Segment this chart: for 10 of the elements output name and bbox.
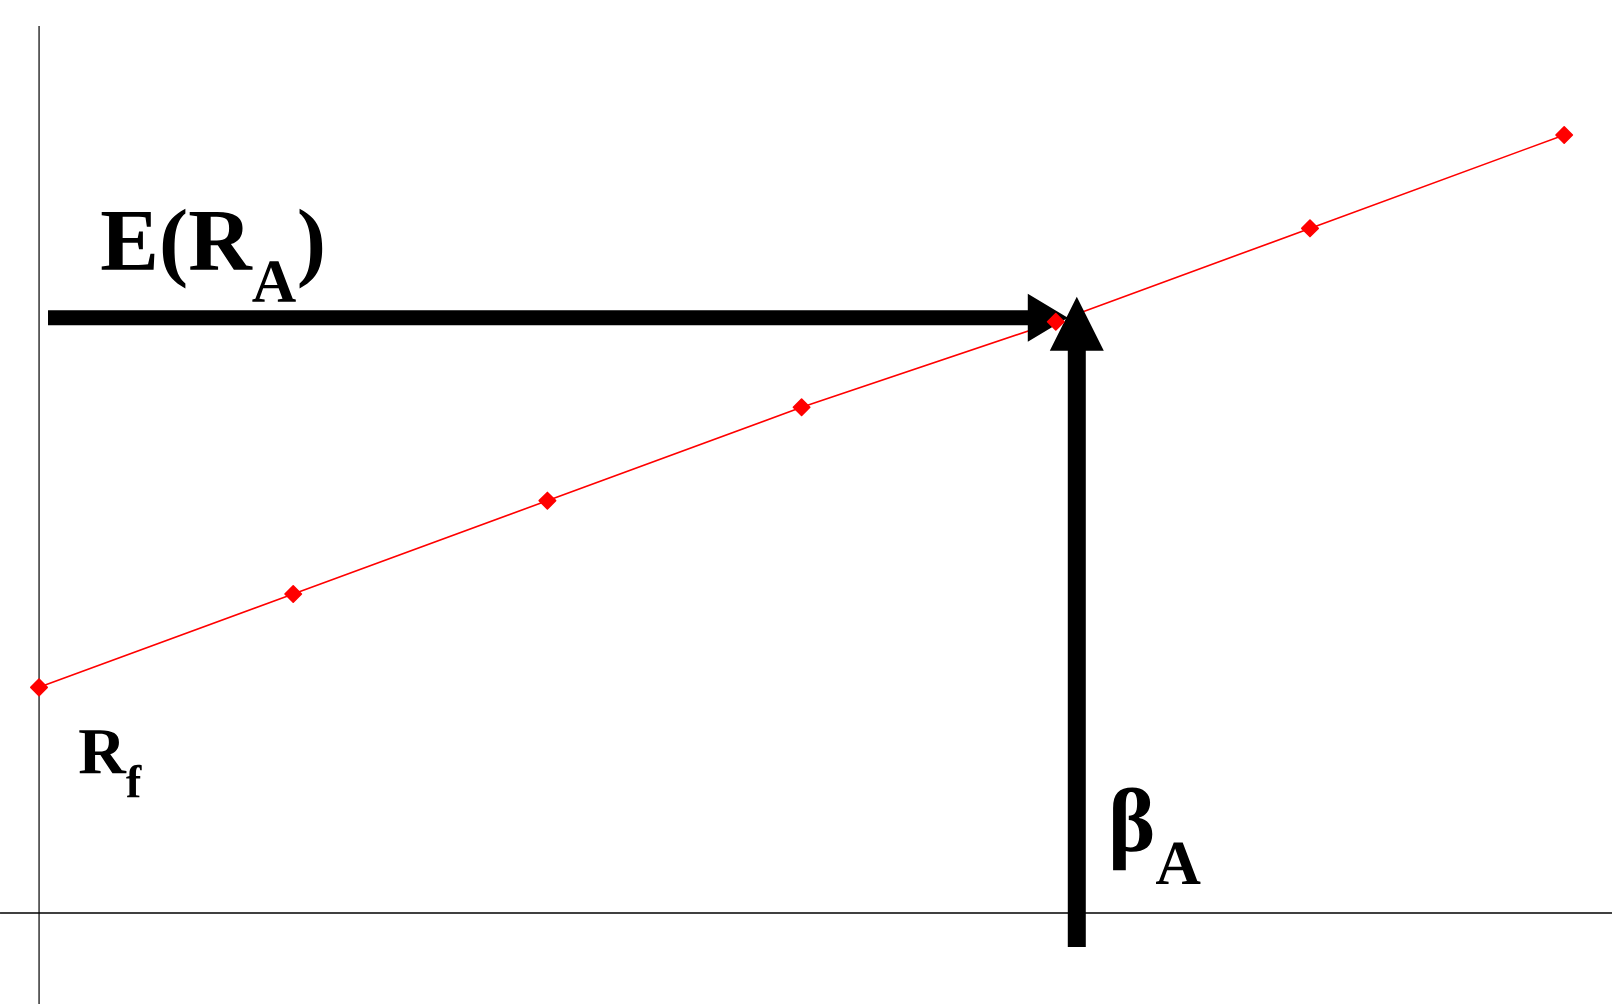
point bbox=[284, 585, 303, 603]
annotation: R$_{f}$ bbox=[79, 730, 142, 798]
annotation: β$_{A}$ bbox=[1113, 787, 1201, 884]
point bbox=[792, 398, 811, 417]
point bbox=[1555, 125, 1574, 144]
point bbox=[1300, 219, 1319, 238]
annotation: E(R$_{A}$) bbox=[101, 208, 323, 302]
point bbox=[1046, 312, 1065, 331]
point bbox=[30, 678, 49, 697]
point bbox=[538, 491, 557, 510]
